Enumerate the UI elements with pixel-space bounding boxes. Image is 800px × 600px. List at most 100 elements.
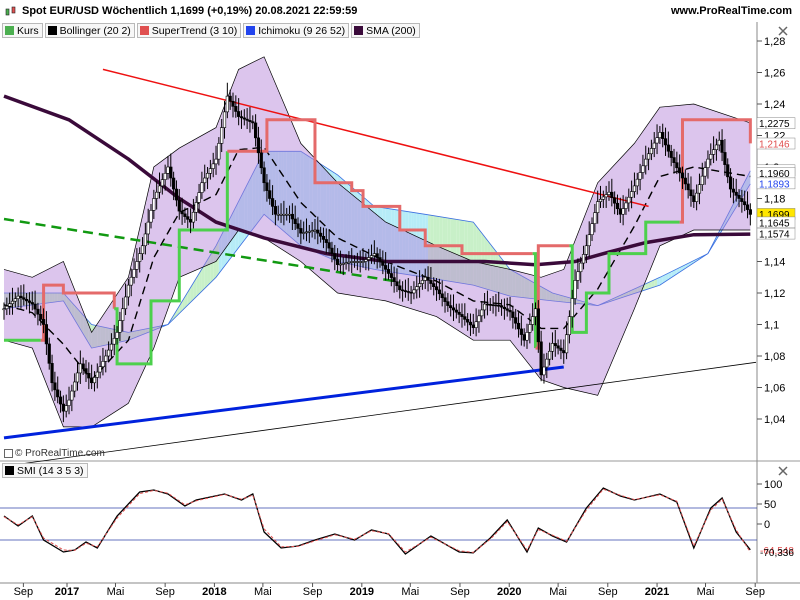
trendline — [102, 68, 649, 208]
bollinger-band-fill — [4, 56, 751, 427]
candle-body — [251, 121, 255, 124]
candle-body — [514, 317, 518, 324]
candle-body — [423, 276, 427, 281]
ichimoku-cloud-segment — [49, 293, 53, 303]
legend-item-kurs[interactable]: Kurs — [2, 23, 43, 38]
ichimoku-cloud-segment — [83, 315, 86, 339]
ichimoku-cloud-segment — [490, 243, 494, 292]
smi-legend: SMI (14 3 5 3) — [2, 463, 88, 478]
candle-body — [234, 106, 238, 112]
legend-label: Ichimoku (9 26 52) — [258, 24, 346, 37]
candle-body — [355, 261, 359, 263]
ichimoku-cloud-segment — [365, 199, 369, 269]
candle-body — [675, 162, 679, 169]
candle-body — [160, 179, 164, 187]
legend-swatch — [5, 26, 14, 35]
candle-body — [536, 308, 540, 343]
ichimoku-cloud-segment — [54, 293, 58, 302]
candle-body — [335, 258, 340, 265]
candle-body — [149, 210, 153, 223]
candle-body — [268, 190, 272, 199]
legend-item-smi[interactable]: SMI (14 3 5 3) — [2, 463, 88, 478]
ichimoku-cloud-segment — [405, 211, 409, 275]
ichimoku-cloud-segment — [543, 288, 547, 301]
smi-line — [3, 487, 751, 555]
candle-body — [73, 381, 77, 392]
ichimoku-cloud-segment — [204, 259, 208, 289]
y-tick-label: 1,24 — [764, 99, 785, 111]
candle-body — [259, 152, 263, 169]
candle-body — [101, 361, 105, 368]
ichimoku-cloud-segment — [249, 173, 253, 233]
legend-item-supertrend[interactable]: SuperTrend (3 10) — [136, 23, 242, 38]
legend-item-bollinger[interactable]: Bollinger (20 2) — [44, 23, 135, 38]
ichimoku-cloud-segment — [207, 255, 211, 286]
ichimoku-cloud-segment — [504, 262, 508, 296]
candle-body — [655, 137, 659, 144]
candle-body — [723, 152, 727, 165]
candle-body — [539, 341, 543, 376]
ichimoku-cloud-segment — [657, 277, 660, 287]
candle-body — [143, 233, 147, 247]
candle-body — [417, 283, 422, 287]
candle-body — [302, 232, 306, 234]
candle-body — [711, 149, 716, 155]
candle-body — [401, 289, 405, 292]
ichimoku-cloud-segment — [52, 293, 55, 303]
ichimoku-cloud-segment — [37, 293, 41, 305]
ichimoku-cloud-segment — [230, 212, 233, 259]
site-name[interactable]: www.ProRealTime.com — [670, 5, 792, 17]
ichimoku-cloud-segment — [134, 330, 137, 338]
candle-body — [369, 255, 374, 258]
candle-body — [347, 261, 351, 264]
ichimoku-cloud-segment — [102, 326, 106, 346]
legend-item-ichimoku[interactable]: Ichimoku (9 26 52) — [243, 23, 350, 38]
candle-body — [242, 117, 246, 120]
candle-body — [604, 194, 608, 198]
candle-body — [483, 303, 487, 311]
ichimoku-cloud-segment — [281, 151, 284, 232]
ichimoku-cloud-segment — [193, 278, 197, 300]
ichimoku-cloud-segment — [238, 195, 242, 248]
candle-body — [307, 230, 311, 233]
candle-body — [95, 371, 99, 378]
close-icon[interactable] — [778, 466, 788, 476]
candle-body — [70, 390, 74, 401]
candle-body — [579, 262, 583, 273]
candle-body — [449, 305, 453, 309]
ichimoku-cloud-segment — [445, 217, 448, 281]
ichimoku-cloud-segment — [408, 211, 412, 276]
ichimoku-cloud-segment — [283, 151, 287, 234]
x-tick-label: Sep — [155, 586, 175, 598]
candle-body — [364, 259, 368, 262]
ichimoku-cloud-segment — [74, 305, 78, 325]
candle-body — [254, 122, 258, 139]
ichimoku-cloud-segment — [659, 275, 663, 286]
candle-body — [412, 289, 416, 294]
ichimoku-cloud-segment — [46, 293, 50, 304]
candle-body — [56, 389, 60, 398]
candle-body — [109, 343, 114, 351]
price-candles — [2, 82, 752, 423]
trendline — [3, 361, 757, 467]
candle-body — [36, 308, 40, 315]
candle-body — [375, 253, 379, 258]
close-icon[interactable] — [778, 26, 788, 36]
candle-body — [276, 213, 280, 216]
candle-body — [183, 213, 187, 217]
ichimoku-cloud-segment — [566, 296, 570, 303]
candle-body — [683, 177, 687, 185]
x-tick-label: 2019 — [350, 586, 374, 598]
ichimoku-cloud-segment — [232, 206, 236, 256]
candle-body — [2, 308, 6, 311]
candle-body — [454, 309, 458, 313]
legend-item-sma[interactable]: SMA (200) — [351, 23, 420, 38]
trendline — [3, 365, 564, 440]
ichimoku-cloud-segment — [247, 179, 250, 237]
candle-body — [10, 300, 15, 305]
candle-body — [528, 324, 532, 333]
smi-tick-label: 100 — [764, 479, 782, 491]
candle-body — [703, 167, 707, 177]
candle-body — [615, 202, 620, 210]
